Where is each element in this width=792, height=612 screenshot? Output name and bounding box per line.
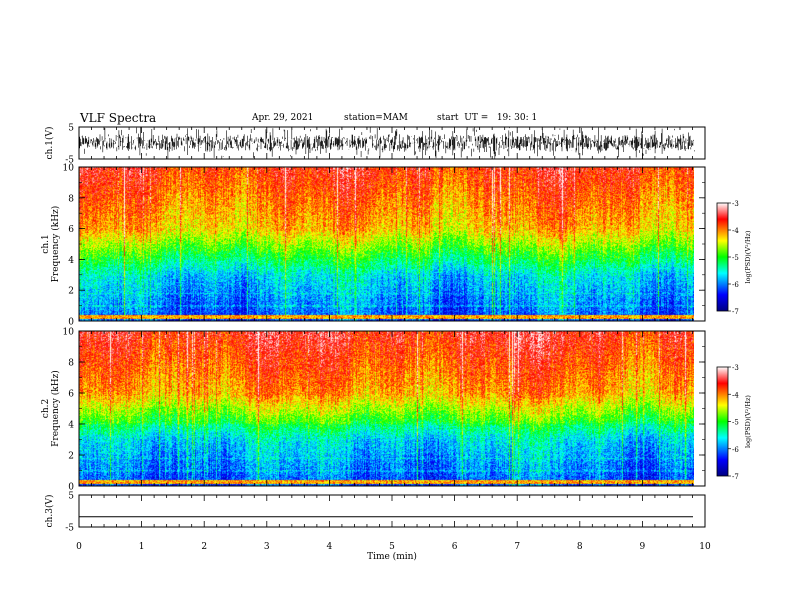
ch2-spectrogram-ytick-label: 10 (63, 328, 75, 338)
ch2-spectrogram-colorbar-label: log(PSD)(V²/Hz) (744, 395, 752, 448)
ch1-spectrogram-ytick-label: 10 (63, 164, 75, 174)
figure-title: VLF Spectra (80, 111, 157, 125)
ch1-spectrogram-colorbar-tick-label: -4 (732, 227, 739, 235)
ch1-waveform-ytick-label: -5 (65, 156, 74, 166)
xtick-label: 1 (139, 542, 145, 552)
xtick-label: 3 (264, 542, 270, 552)
date-label: Apr. 29, 2021 (252, 113, 314, 123)
ch2-spectrogram-ytick-label: 8 (68, 359, 74, 369)
ch2-spectrogram-colorbar-tick-label: -6 (732, 446, 739, 454)
ch1-spectrogram-ytick-label: 6 (68, 225, 74, 235)
xtick-label: 0 (76, 542, 82, 552)
ch2-spectrogram-ylabel: Frequency (kHz) (50, 370, 61, 447)
ch2-spectrogram-colorbar-tick-label: -4 (732, 391, 739, 399)
ch2-spectrogram-image (79, 331, 694, 486)
ch1-waveform-ylabel: ch.1(V) (44, 127, 55, 160)
ch1-spectrogram-ytick-label: 2 (68, 287, 74, 297)
xtick-label: 4 (327, 542, 333, 552)
xtick-label: 7 (514, 542, 520, 552)
ch1-spectrogram-colorbar-tick-label: -6 (732, 281, 739, 289)
station-label: station=MAM (344, 113, 408, 123)
ch1-waveform-ytick-label: 5 (68, 124, 74, 134)
ch2-spectrogram-colorbar-tick-label: -7 (732, 473, 739, 481)
ch3-waveform-ytick-label: -5 (65, 524, 74, 534)
ch1-spectrogram-colorbar-tick-label: -3 (732, 200, 739, 208)
ch1-waveform-trace (78, 127, 695, 159)
ch3-waveform-ytick-label: 5 (68, 492, 74, 502)
x-axis-label: Time (min) (367, 551, 417, 562)
ch2-spectrogram-colorbar-tick-label: -5 (732, 419, 739, 427)
ch1-spectrogram-colorbar-tick-label: -7 (732, 308, 739, 316)
ch1-spectrogram-ytick-label: 8 (68, 194, 74, 204)
xtick-label: 5 (389, 542, 395, 552)
ch2-spectrogram-ytick-label: 6 (68, 390, 74, 400)
ch2-spectrogram-ytick-label: 2 (68, 452, 74, 462)
ch1-spectrogram-ylabel: Frequency (kHz) (50, 206, 61, 283)
xtick-label: 8 (577, 542, 583, 552)
ch2-spectrogram-ylabel: ch.2 (41, 399, 51, 418)
xtick-label: 6 (452, 542, 458, 552)
ch2-spectrogram-colorbar-tick-label: -3 (732, 364, 739, 372)
ch1-spectrogram-colorbar-tick-label: -5 (732, 254, 739, 262)
start-time-label: start UT = 19: 30: 1 (437, 113, 538, 123)
ch2-spectrogram-ytick-label: 0 (68, 483, 74, 493)
xtick-label: 10 (699, 542, 711, 552)
ch2-spectrogram-ytick-label: 4 (68, 421, 74, 431)
ch3-waveform-ylabel: ch.3(V) (44, 495, 55, 528)
ch1-spectrogram-colorbar (716, 202, 729, 312)
xtick-label: 9 (640, 542, 646, 552)
ch1-spectrogram-image (79, 167, 694, 321)
ch2-spectrogram-colorbar (716, 366, 729, 477)
xtick-label: 2 (201, 542, 207, 552)
ch1-spectrogram-colorbar-label: log(PSD)(V²/Hz) (744, 230, 752, 283)
ch1-spectrogram-ylabel: ch.1 (41, 234, 51, 253)
ch1-spectrogram-ytick-label: 0 (68, 318, 74, 328)
ch1-spectrogram-ytick-label: 4 (68, 256, 74, 266)
